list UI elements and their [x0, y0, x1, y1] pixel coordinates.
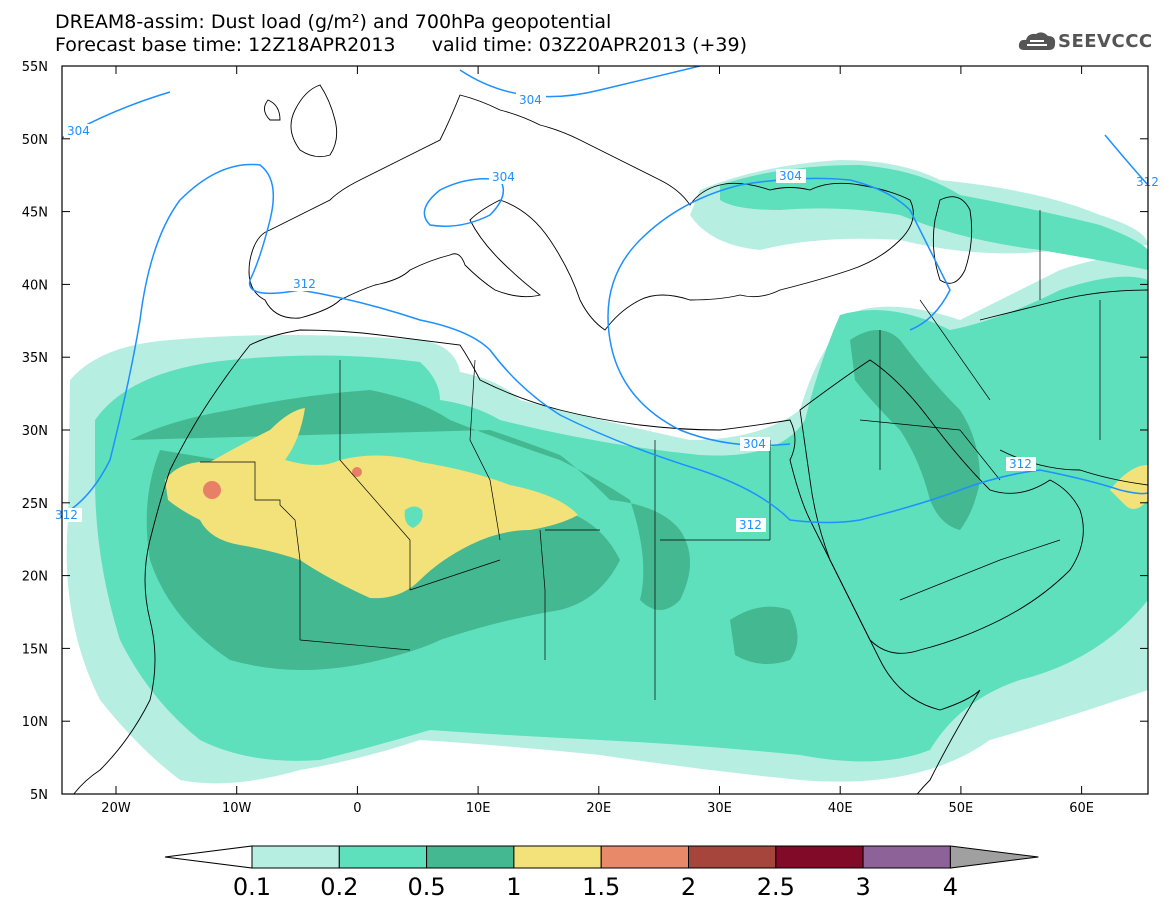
lon-tick-label: 30E [707, 801, 732, 816]
contour-label: 304 [519, 93, 542, 107]
logo-text: SEEVCCC [1058, 31, 1153, 52]
cloud-logo-icon [1018, 32, 1056, 50]
contour-304-mideast [607, 177, 951, 447]
colorbar-label: 4 [943, 873, 958, 901]
latitude-ticks: 55N 50N 45N 40N 35N 30N 25N 20N 15N 10N 5N [22, 60, 1148, 803]
contour-304-alps [423, 178, 505, 227]
lat-tick-label: 50N [22, 133, 48, 148]
contour-304-north [459, 66, 701, 98]
contour-312-west [62, 163, 1148, 524]
coastline-europe [248, 94, 914, 331]
dust-area-1 [165, 408, 578, 599]
colorbar-swatch [426, 845, 515, 869]
coastline-uk [264, 84, 338, 158]
dust-field [66, 160, 1148, 784]
colorbar-high-arrow [949, 845, 1039, 869]
contour-label: 312 [739, 518, 762, 532]
colorbar: 0.1 0.2 0.5 1 1.5 2 2.5 3 4 [164, 845, 1039, 901]
colorbar-swatch [338, 845, 428, 869]
colorbar-swatch [688, 845, 777, 869]
colorbar-label: 1 [506, 873, 521, 901]
colorbar-low-arrow [164, 845, 253, 869]
colorbar-label: 0.2 [320, 873, 358, 901]
colorbar-label: 0.1 [233, 873, 271, 901]
dust-area-1.5-algeria [352, 467, 362, 477]
colorbar-swatch [775, 845, 864, 869]
lon-tick-label: 20E [586, 801, 611, 816]
contour-label: 312 [1009, 457, 1032, 471]
lon-tick-label: 20W [101, 801, 131, 816]
dust-area-0.5-sudan [730, 606, 798, 664]
colorbar-label: 3 [855, 873, 870, 901]
lat-tick-label: 20N [22, 570, 48, 585]
colorbar-swatch [513, 845, 602, 869]
lat-tick-label: 30N [22, 424, 48, 439]
contour-label: 304 [492, 170, 515, 184]
lat-tick-label: 15N [22, 642, 48, 657]
dust-area-1-gulf [1110, 465, 1148, 509]
dust-area-0.2-caspian [720, 165, 1148, 270]
coastline-africa [73, 329, 981, 794]
coastline-caspian [932, 196, 973, 284]
dust-area-1.5-morocco [203, 481, 221, 499]
lat-tick-label: 40N [22, 278, 48, 293]
colorbar-swatch [251, 845, 340, 869]
lat-tick-label: 45N [22, 206, 48, 221]
geopotential-contours [62, 66, 1148, 524]
lat-tick-label: 35N [22, 351, 48, 366]
lon-tick-label: 60E [1069, 801, 1094, 816]
map-title: DREAM8-assim: Dust load (g/m²) and 700hP… [55, 11, 612, 33]
lon-tick-label: 10W [222, 801, 252, 816]
lon-tick-label: 40E [828, 801, 853, 816]
dust-area-0.5-arabia [850, 330, 980, 530]
lat-tick-label: 5N [30, 788, 48, 803]
coastlines [73, 84, 1148, 794]
lon-tick-label: 10E [466, 801, 491, 816]
longitude-ticks: 20W 10W 0 10E 20E 30E 40E 50E 60E [101, 66, 1094, 816]
contour-label: 304 [743, 437, 766, 451]
colorbar-label: 1.5 [582, 873, 620, 901]
country-borders [200, 210, 1101, 700]
contour-labels: 304 304 304 304 312 312 312 312 304 312 [52, 92, 1159, 532]
lon-tick-label: 50E [949, 801, 974, 816]
colorbar-label: 0.5 [408, 873, 446, 901]
colorbar-label: 2 [681, 873, 696, 901]
contour-label: 304 [67, 124, 90, 138]
colorbar-label: 2.5 [757, 873, 795, 901]
border-lines [200, 210, 1101, 700]
colorbar-swatch [862, 845, 951, 869]
coastline-arabia [799, 359, 1084, 654]
dust-area-0.5-hole [404, 506, 423, 528]
colorbar-swatch [600, 845, 690, 869]
lat-tick-label: 25N [22, 497, 48, 512]
contour-label: 312 [293, 277, 316, 291]
contour-label: 312 [55, 508, 78, 522]
lat-tick-label: 10N [22, 715, 48, 730]
contour-label: 304 [779, 169, 802, 183]
lat-tick-label: 55N [22, 60, 48, 75]
contour-312-northeast [1104, 134, 1148, 186]
forecast-time-line: Forecast base time: 12Z18APR2013 valid t… [55, 34, 748, 56]
lon-tick-label: 0 [353, 801, 361, 816]
